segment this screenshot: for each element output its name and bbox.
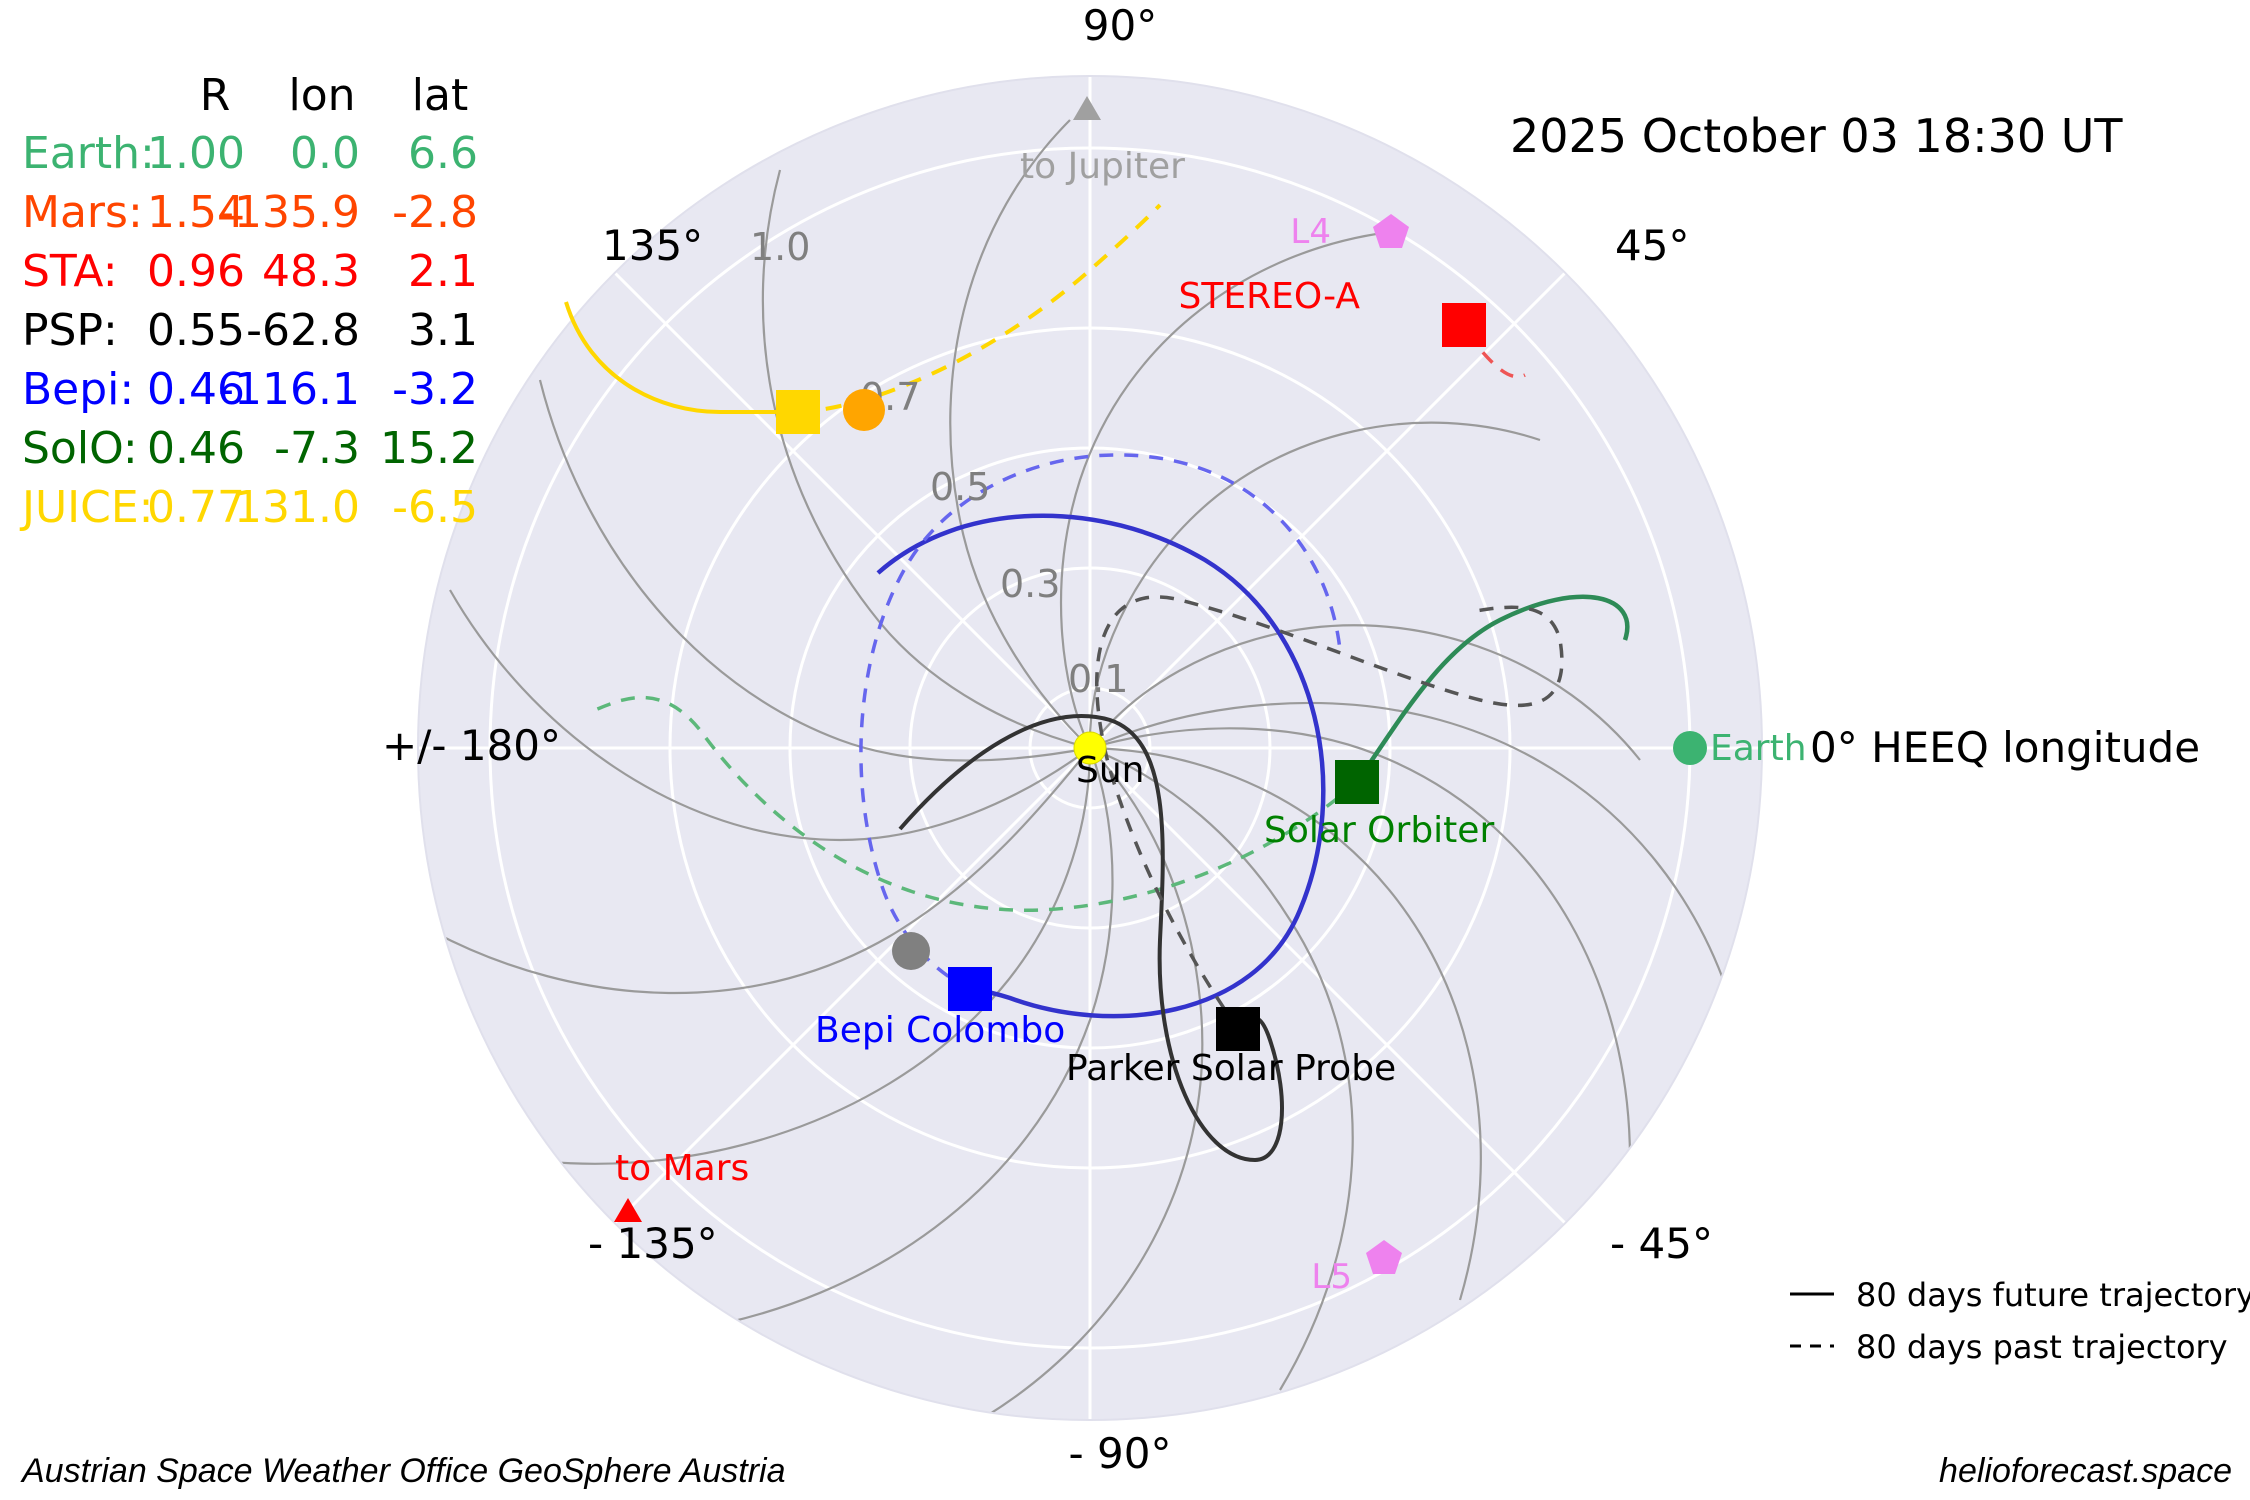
footer-right: helioforecast.space — [1939, 1452, 2232, 1490]
legend-past-label: 80 days past trajectory — [1856, 1328, 2228, 1366]
sun-label: Sun — [1076, 750, 1144, 791]
to-jupiter-marker[interactable] — [1073, 96, 1101, 120]
angle-label-minus135: - 135° — [588, 1219, 718, 1268]
row-lon: 131.0 — [234, 482, 360, 533]
row-lat: 15.2 — [380, 423, 478, 474]
parker-solar-probe-marker[interactable] — [1216, 1007, 1260, 1051]
row-label: Earth: — [22, 128, 155, 179]
solo-future-trajectory — [1355, 594, 1630, 784]
to-mars-label: to Mars — [615, 1148, 749, 1189]
angle-label-minus45: - 45° — [1610, 1219, 1713, 1268]
table-header-r: R — [200, 70, 231, 121]
table-row: JUICE: 0.77 131.0 -6.5 — [19, 482, 478, 533]
row-r: 0.96 — [147, 246, 245, 297]
row-r: 1.00 — [147, 128, 245, 179]
angle-label-90: 90° — [1083, 1, 1157, 50]
mercury-marker[interactable] — [892, 932, 930, 970]
bepi-past-trajectory — [859, 453, 1342, 991]
l5-marker[interactable] — [1366, 1240, 1402, 1274]
bepi-colombo-marker[interactable] — [948, 967, 992, 1011]
row-label: Mars: — [22, 187, 143, 238]
row-lon: -135.9 — [218, 187, 360, 238]
juice-marker[interactable] — [776, 390, 820, 434]
earth-marker[interactable] — [1673, 731, 1707, 765]
row-r: 0.55 — [147, 305, 245, 356]
table-row: SolO: 0.46 -7.3 15.2 — [22, 423, 478, 474]
angle-label-180: +/- 180° — [382, 721, 561, 770]
earth-label: Earth — [1710, 728, 1807, 769]
stereo-a-marker[interactable] — [1442, 303, 1486, 347]
angle-label-45: 45° — [1615, 221, 1689, 270]
row-lon: -62.8 — [246, 305, 360, 356]
object-table: Earth: 1.00 0.0 6.6 Mars: 1.54 -135.9 -2… — [19, 128, 478, 533]
footer-left: Austrian Space Weather Office GeoSphere … — [20, 1452, 786, 1490]
grid-group — [418, 76, 1762, 1420]
row-r: 0.46 — [147, 423, 245, 474]
table-row: STA: 0.96 48.3 2.1 — [22, 246, 478, 297]
row-lat: -3.2 — [392, 364, 478, 415]
table-row: Mars: 1.54 -135.9 -2.8 — [22, 187, 478, 238]
table-row: PSP: 0.55 -62.8 3.1 — [22, 305, 478, 356]
stereoa-past-trajectory — [1450, 311, 1526, 379]
venus-marker[interactable] — [843, 389, 885, 431]
table-header-lat: lat — [412, 70, 468, 121]
row-lat: 3.1 — [408, 305, 478, 356]
angle-label-135: 135° — [602, 221, 703, 270]
sun-marker[interactable] — [1073, 731, 1107, 765]
heeq-longitude-label: 0° HEEQ longitude — [1810, 723, 2200, 772]
solar-orbiter-label: Solar Orbiter — [1264, 810, 1494, 851]
row-label: JUICE: — [19, 482, 154, 533]
bepi-future-trajectory — [876, 513, 1326, 1019]
l4-marker[interactable] — [1373, 214, 1409, 248]
radial-label-1-0: 1.0 — [750, 225, 810, 269]
row-label: SolO: — [22, 423, 138, 474]
row-label: PSP: — [22, 305, 118, 356]
page-title: 2025 October 03 18:30 UT — [1510, 109, 2123, 163]
plot-disc-edge — [417, 75, 1763, 1421]
row-label: STA: — [22, 246, 118, 297]
bepi-colombo-label: Bepi Colombo — [815, 1010, 1065, 1051]
row-lat: 2.1 — [408, 246, 478, 297]
table-row: Earth: 1.00 0.0 6.6 — [22, 128, 478, 179]
row-r: 1.54 — [147, 187, 245, 238]
radial-label-0-3: 0.3 — [1000, 562, 1060, 606]
l4-label: L4 — [1290, 212, 1331, 252]
row-lat: -6.5 — [392, 482, 478, 533]
to-jupiter-label: to Jupiter — [1020, 146, 1185, 187]
table-header-lon: lon — [288, 70, 355, 121]
parker-solar-probe-label: Parker Solar Probe — [1066, 1048, 1396, 1089]
angle-label-minus90: - 90° — [1069, 1429, 1172, 1478]
row-lat: -2.8 — [392, 187, 478, 238]
l5-label: L5 — [1311, 1257, 1352, 1297]
psp-future-trajectory — [898, 714, 1284, 1163]
row-lon: 0.0 — [290, 128, 360, 179]
parker-spiral-lines — [429, 119, 1752, 1420]
solar-orbiter-marker[interactable] — [1335, 760, 1379, 804]
row-lon: 48.3 — [262, 246, 360, 297]
row-label: Bepi: — [22, 364, 134, 415]
row-r: 0.46 — [147, 364, 245, 415]
solo-past-trajectory — [594, 695, 1359, 912]
radial-label-0-5: 0.5 — [930, 465, 990, 509]
table-row: Bepi: 0.46 -116.1 -3.2 — [22, 364, 478, 415]
legend-future-label: 80 days future trajectory — [1856, 1276, 2250, 1314]
row-lon: -116.1 — [218, 364, 360, 415]
to-mars-marker[interactable] — [614, 1198, 642, 1222]
row-r: 0.77 — [147, 482, 245, 533]
stereo-a-label: STEREO-A — [1178, 276, 1360, 317]
row-lat: 6.6 — [408, 128, 478, 179]
radial-label-0-1: 0.1 — [1068, 657, 1128, 701]
row-lon: -7.3 — [274, 423, 360, 474]
